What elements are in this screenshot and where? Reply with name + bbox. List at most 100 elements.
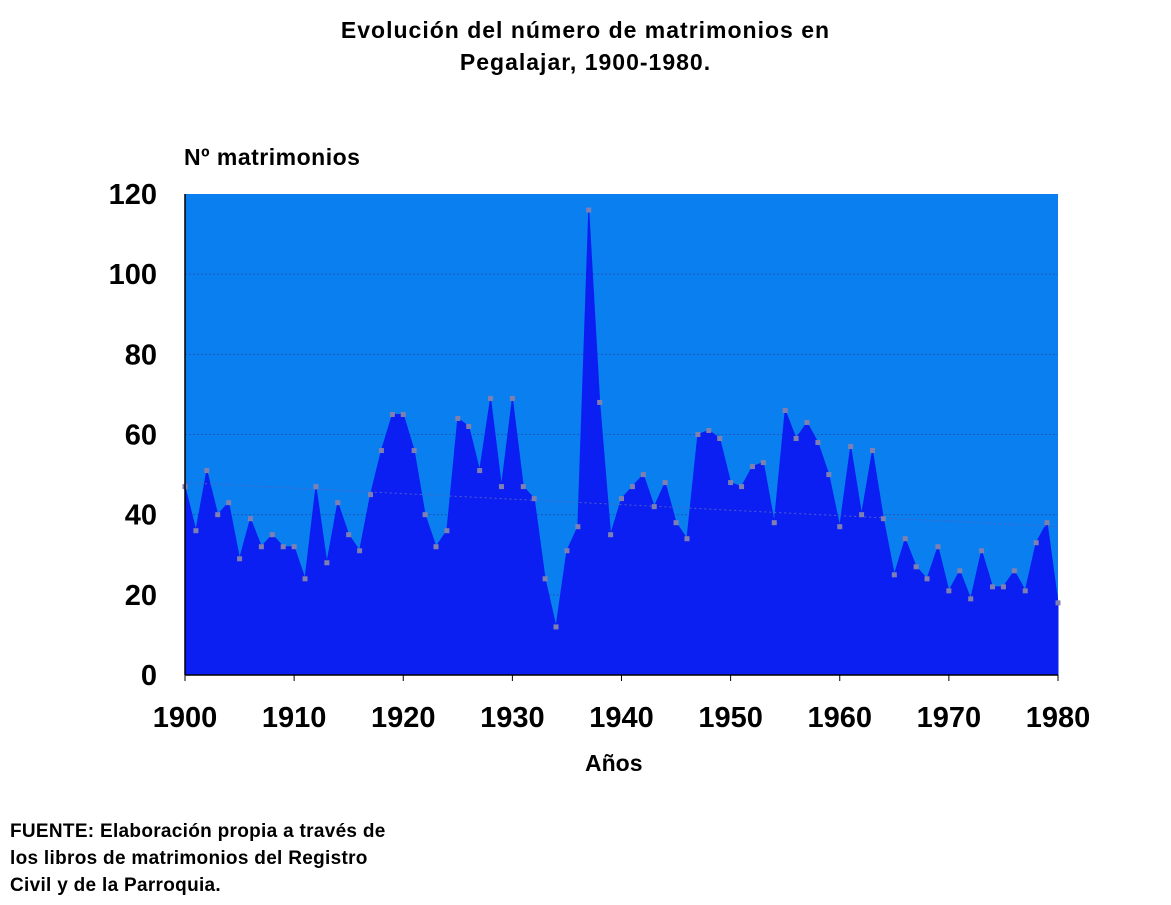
data-point [924,576,930,582]
data-point [258,544,264,550]
data-point [880,516,886,522]
data-point [717,436,723,442]
x-tick-label: 1900 [153,702,218,734]
data-point [990,584,996,590]
data-point [378,448,384,454]
source-note: FUENTE: Elaboración propia a través de l… [10,818,490,899]
data-point [760,460,766,466]
x-tick-label: 1960 [807,702,872,734]
y-tick-label: 60 [125,420,157,452]
trend-line [184,482,1059,528]
source-note-line-2: los libros de matrimonios del Registro [10,848,368,869]
data-point [586,207,592,213]
data-point [859,512,865,518]
y-axis-label: Nº matrimonios [184,144,361,170]
data-point [1055,600,1061,606]
data-point [815,440,821,446]
data-point [651,504,657,510]
x-tick-label: 1910 [262,702,327,734]
data-point [411,448,417,454]
data-point [957,568,963,574]
data-point [564,548,570,554]
data-point [531,496,537,502]
data-point [662,480,668,486]
data-point [935,544,941,550]
data-point [193,528,199,534]
data-point [837,524,843,530]
data-point [237,556,243,562]
data-point [1033,540,1039,546]
data-point [433,544,439,550]
data-point [848,444,854,450]
data-point [946,588,952,594]
data-point [324,560,330,566]
data-point [826,472,832,478]
data-point [444,528,450,534]
data-point [302,576,308,582]
data-point [749,464,755,470]
data-point [226,500,232,506]
x-tick-label: 1950 [698,702,763,734]
data-point [673,520,679,526]
data-point [247,516,253,522]
chart-title-line-1: Evolución del número de matrimonios en [340,17,831,43]
y-tick-label: 40 [125,500,157,532]
data-point [619,496,624,502]
source-note-line-3: Civil y de la Parroquia. [10,875,221,896]
chart-title-line-2: Pegalajar, 1900-1980. [459,49,712,75]
y-tick-label: 80 [125,339,157,371]
data-point [1011,568,1017,574]
data-point [891,572,897,578]
y-tick-label: 0 [141,660,157,692]
data-point [335,500,341,506]
data-point [269,532,275,538]
data-point [422,512,428,518]
data-point [215,512,221,518]
data-point [629,484,635,490]
data-point [739,484,745,490]
data-point [488,395,494,401]
data-point [400,411,406,417]
data-point [968,596,974,602]
data-point [804,419,810,425]
data-point [466,423,472,429]
data-point [684,536,690,542]
data-point [913,564,919,570]
chart-title: Evolución del número de matrimonios en P… [0,14,1171,78]
x-tick-label: 1930 [480,702,545,734]
data-point [902,536,908,542]
data-point [979,548,985,554]
data-point [509,395,515,401]
data-point [553,624,559,630]
area-series [184,210,1059,676]
data-point [869,448,875,454]
data-point [706,427,712,433]
data-point [608,532,614,538]
data-point [520,484,526,490]
data-point [1000,584,1006,590]
data-point [291,544,297,550]
x-axis-label: Años [585,750,643,776]
data-point [793,436,799,442]
data-point [280,544,286,550]
data-point [313,484,319,490]
data-point [346,532,352,538]
data-point [477,468,483,474]
x-tick-label: 1970 [917,702,982,734]
data-point [498,484,504,490]
data-point [1022,588,1028,594]
data-point [597,399,603,405]
data-point [542,576,548,582]
data-point [695,432,701,437]
data-point [782,407,788,413]
x-tick-label: 1940 [589,702,654,734]
data-point [1044,520,1050,526]
x-tick-label: 1980 [1026,702,1091,734]
data-point [771,520,777,526]
data-point [575,524,581,530]
data-point [640,472,646,478]
data-point [728,480,734,486]
source-note-line-1: FUENTE: Elaboración propia a través de [10,821,386,842]
data-point [368,492,374,498]
